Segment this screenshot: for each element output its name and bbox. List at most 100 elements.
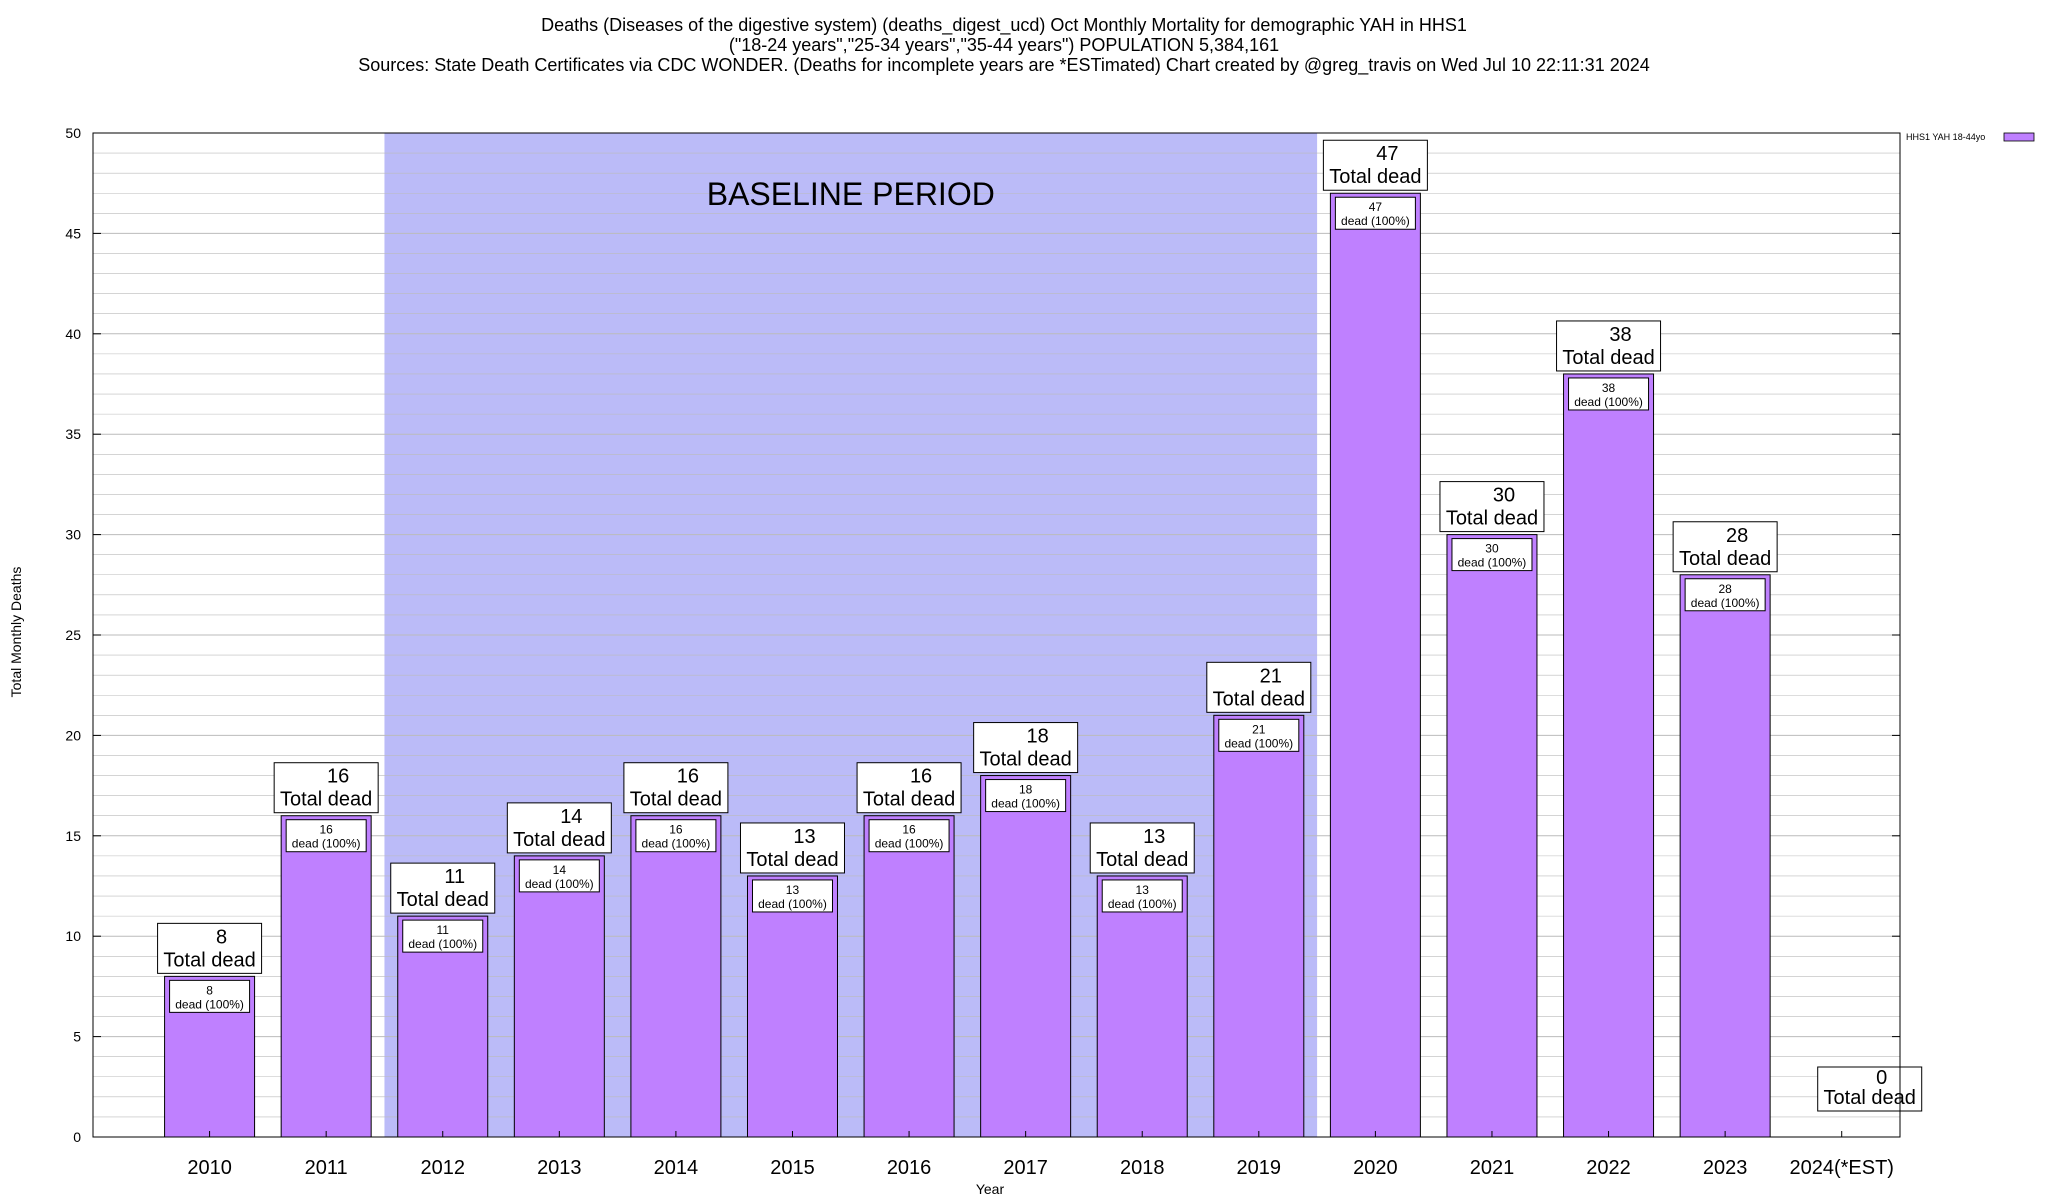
inner-label-value: 13 — [1136, 883, 1150, 897]
top-label-text: Total dead — [863, 789, 955, 811]
x-tick-label: 2018 — [1120, 1157, 1165, 1179]
top-label-box — [273, 762, 379, 814]
bar — [513, 855, 605, 1138]
inner-label-text: dead (100%) — [525, 877, 594, 891]
legend-label: HHS1 YAH 18-44yo — [1906, 132, 1985, 142]
inner-label-box — [402, 919, 484, 953]
top-label-box — [157, 922, 263, 974]
x-tick-label: 2016 — [887, 1157, 932, 1179]
title-line-3: Sources: State Death Certificates via CD… — [358, 55, 1650, 76]
inner-label-text: dead (100%) — [875, 837, 944, 851]
bar — [980, 775, 1072, 1138]
x-tick-label: 2012 — [420, 1157, 465, 1179]
bar — [1213, 714, 1305, 1138]
top-label-text: Total dead — [630, 789, 722, 811]
bar — [863, 815, 955, 1138]
top-label-box — [973, 722, 1079, 774]
x-tick-label: 2020 — [1353, 1157, 1398, 1179]
inner-label-box — [1451, 538, 1533, 572]
y-tick-label: 35 — [65, 426, 81, 442]
top-label-text: Total dead — [397, 889, 489, 911]
top-label-text: Total dead — [979, 749, 1071, 771]
y-tick-label: 45 — [65, 225, 81, 241]
inner-label-value: 16 — [669, 823, 683, 837]
inner-label-box — [868, 819, 950, 853]
inner-label-value: 11 — [437, 923, 450, 937]
x-tick-label: 2011 — [305, 1157, 348, 1179]
bar — [630, 815, 722, 1138]
top-label-box — [390, 862, 496, 914]
inner-label-box — [1568, 377, 1650, 411]
y-tick-label: 20 — [65, 727, 81, 743]
x-tick-label: 2013 — [537, 1157, 582, 1179]
inner-label-text: dead (100%) — [408, 937, 477, 951]
inner-label-value: 14 — [553, 863, 567, 877]
bar — [1096, 875, 1188, 1138]
inner-label-text: dead (100%) — [292, 837, 361, 851]
x-tick-label: 2022 — [1586, 1157, 1631, 1179]
top-label-value: 47 — [1376, 143, 1398, 165]
top-label-text: Total dead — [1213, 688, 1305, 710]
legend-swatch — [2003, 132, 2035, 142]
legend: HHS1 YAH 18-44yo — [1906, 132, 2035, 142]
inner-label-box — [985, 779, 1067, 813]
inner-label-value: 8 — [206, 983, 213, 997]
top-label-value: 13 — [1143, 826, 1165, 848]
top-label-text: Total dead — [1824, 1087, 1916, 1109]
top-label-value: 14 — [560, 806, 582, 828]
top-label-value: 30 — [1493, 485, 1515, 507]
inner-label-text: dead (100%) — [1108, 897, 1177, 911]
top-label-box — [739, 822, 845, 874]
bar — [1329, 192, 1421, 1138]
y-tick-label: 10 — [65, 928, 81, 944]
inner-label-box — [1334, 196, 1416, 230]
x-tick-label: 2014 — [654, 1157, 699, 1179]
x-tick-label: 2024(*EST) — [1789, 1157, 1894, 1179]
inner-label-text: dead (100%) — [758, 897, 827, 911]
top-label-value: 13 — [793, 826, 815, 848]
inner-label-box — [1101, 879, 1183, 913]
top-label-box — [623, 762, 729, 814]
bars — [164, 192, 1771, 1138]
x-tick-label: 2019 — [1237, 1157, 1282, 1179]
y-tick-label: 30 — [65, 527, 81, 543]
top-label-text: Total dead — [163, 949, 255, 971]
top-label-value: 28 — [1726, 525, 1748, 547]
y-tick-label: 40 — [65, 326, 81, 342]
y-axis-ticks: 0 5 10 15 20 25 30 35 40 45 50 — [65, 125, 1900, 1145]
x-tick-label: 2017 — [1003, 1157, 1048, 1179]
inner-label-box — [1684, 578, 1766, 612]
inner-label-text: dead (100%) — [642, 837, 711, 851]
inner-label-text: dead (100%) — [175, 997, 244, 1011]
bar — [397, 915, 489, 1138]
x-tick-label: 2023 — [1703, 1157, 1748, 1179]
title-line-2: ("18-24 years","25-34 years","35-44 year… — [729, 35, 1279, 55]
bar — [1563, 373, 1655, 1138]
inner-label-text: dead (100%) — [991, 797, 1060, 811]
top-label-box — [1439, 481, 1545, 533]
inner-label-text: dead (100%) — [1691, 596, 1760, 610]
inner-label-value: 21 — [1252, 722, 1266, 736]
top-label-text: Total dead — [1446, 508, 1538, 530]
y-tick-label: 25 — [65, 627, 81, 643]
top-label-text: Total dead — [513, 829, 605, 851]
x-axis-ticks: 2010 2011 2012 2013 2014 2015 2016 2017 2018 2019… — [187, 1131, 1894, 1179]
bar — [280, 815, 372, 1138]
bar — [1679, 574, 1771, 1138]
x-axis-title: Year — [976, 1181, 1005, 1197]
top-label-text: Total dead — [1096, 849, 1188, 871]
inner-label-value: 47 — [1369, 200, 1383, 214]
inner-label-text: dead (100%) — [1458, 556, 1527, 570]
inner-label-value: 13 — [786, 883, 800, 897]
inner-label-box — [1218, 718, 1300, 752]
top-label-value: 0 — [1876, 1067, 1887, 1089]
inner-label-text: dead (100%) — [1574, 395, 1643, 409]
top-label-value: 16 — [327, 766, 349, 788]
top-label-box — [1817, 1066, 1923, 1112]
inner-label-value: 38 — [1602, 381, 1616, 395]
top-label-text: Total dead — [280, 789, 372, 811]
top-label-box — [1672, 521, 1778, 573]
baseline-period-label: BASELINE PERIOD — [707, 176, 995, 212]
y-axis-title: Total Monthly Deaths — [8, 567, 24, 698]
